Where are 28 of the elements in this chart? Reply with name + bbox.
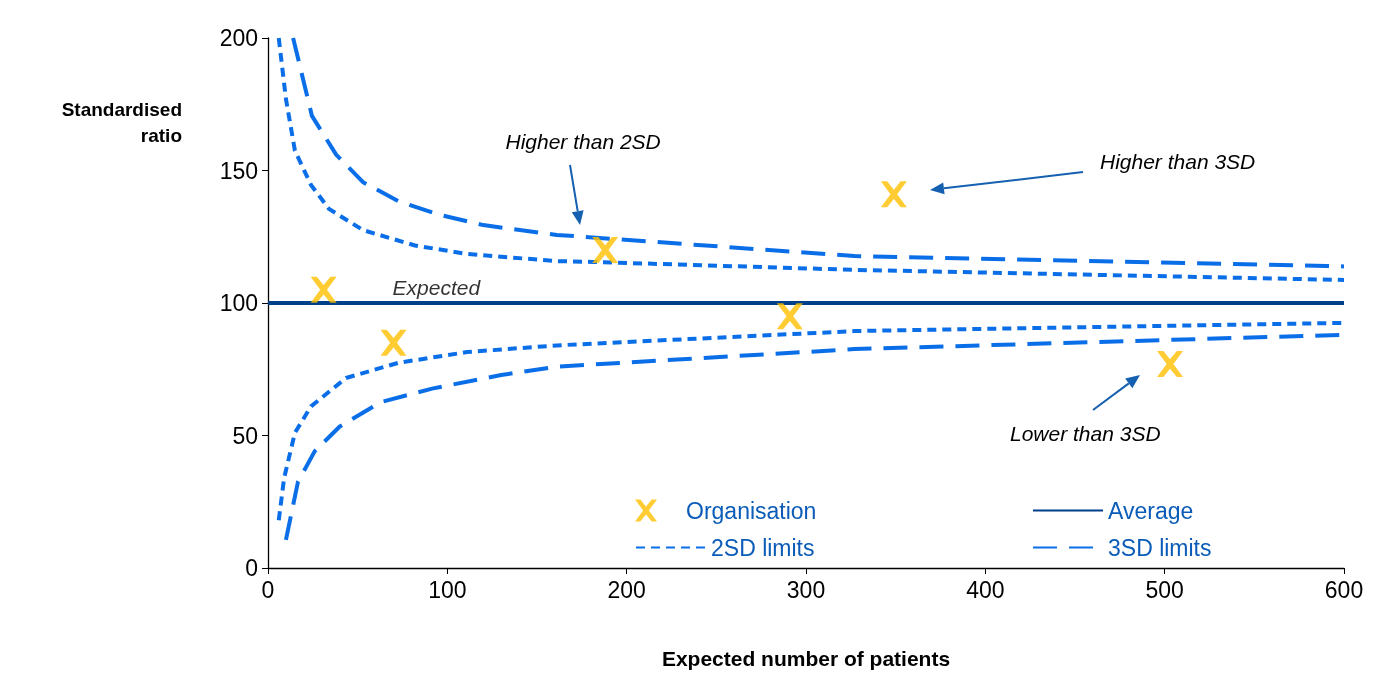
annotation: Expected xyxy=(392,275,482,299)
annotation: Higher than 2SD xyxy=(505,130,661,154)
x-tick-label: 0 xyxy=(261,576,275,603)
x-tick-label: 100 xyxy=(428,576,467,603)
x-tick-label: 300 xyxy=(786,576,826,603)
point xyxy=(310,276,337,303)
legend-label: 2SD limits xyxy=(711,534,815,561)
x-axis-title: Expected number of patients xyxy=(661,647,951,670)
point xyxy=(880,181,907,208)
point xyxy=(380,329,407,356)
x-tick-label: 200 xyxy=(607,576,646,603)
point xyxy=(1157,350,1184,377)
annotation: Lower than 3SD xyxy=(1010,422,1161,446)
x-tick-label: 400 xyxy=(966,576,1005,603)
y-tick-label: 0 xyxy=(245,555,258,581)
y-axis-title: Standardised ratio xyxy=(61,98,182,146)
x-tick-label: 500 xyxy=(1145,576,1184,603)
y-tick-label: 50 xyxy=(232,422,258,449)
legend-label: Organisation xyxy=(686,497,817,524)
y-tick-label: 100 xyxy=(219,290,258,316)
x-tick-label: 600 xyxy=(1324,576,1364,603)
y-tick-label: 200 xyxy=(219,25,258,51)
y-tick-label: 150 xyxy=(219,157,258,184)
legend-label: 3SD limits xyxy=(1108,534,1212,561)
point xyxy=(776,303,803,330)
annotation: Higher than 3SD xyxy=(1100,150,1256,174)
point xyxy=(592,237,619,263)
legend-label: Average xyxy=(1108,497,1194,524)
